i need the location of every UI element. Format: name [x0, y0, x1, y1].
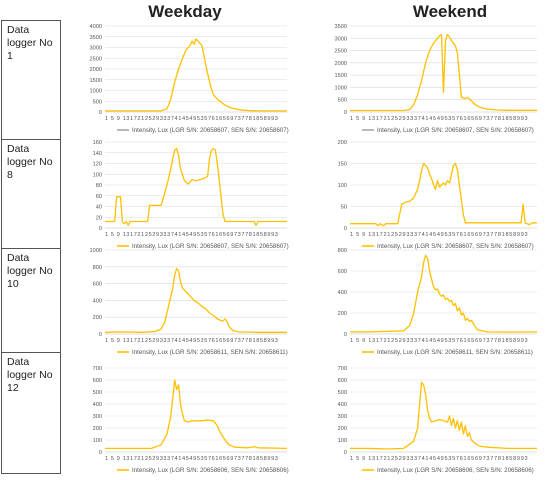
y-tick-label: 200	[338, 140, 347, 146]
y-tick-label: 2500	[335, 49, 347, 55]
y-tick-label: 1000	[90, 248, 102, 254]
y-tick-label: 3500	[90, 35, 102, 41]
y-tick-label: 4000	[90, 24, 102, 30]
chart-weekend-logger-10: 0 200 400 600 800 1 5 9 131721252933374145495…	[338, 248, 538, 356]
column-title-weekend: Weekend	[412, 2, 488, 21]
y-tick-label: 0	[99, 450, 102, 456]
legend-label: Intensity, Lux (LGR S/N: 20658607, SEN S…	[132, 127, 289, 134]
y-tick-label: 500	[93, 99, 102, 105]
chart-weekday-logger-10: 0 200 400 600 800 1000 1 5 9 13172125293337414…	[90, 248, 288, 356]
x-tick-labels: 1 5 9 1317212529333741454953576165697377…	[105, 116, 278, 122]
series-line	[350, 381, 537, 450]
chart-weekend-logger-8: 0 50 100 150 200 1 5 9 1317212529333741454953…	[338, 140, 537, 250]
y-tick-label: 2000	[335, 61, 347, 67]
y-tick-label: 1500	[335, 73, 347, 79]
y-tick-label: 300	[338, 414, 347, 420]
chart-weekend-logger-12: 0 100 200 300 400 500 600 700 1 5 9 131721252933…	[338, 366, 537, 474]
legend-label: Intensity, Lux (LGR S/N: 20658606, SEN S…	[377, 467, 534, 474]
x-tick-labels: 1 5 9 1317212529333741454953576165697377…	[105, 338, 278, 344]
series-line	[105, 147, 287, 226]
y-tick-label: 400	[338, 290, 347, 296]
x-tick-labels: 1 5 9 1317212529333741454953576165697377…	[350, 338, 528, 344]
y-tick-label: 3000	[90, 46, 102, 52]
y-tick-label: 0	[344, 450, 347, 456]
y-tick-label: 80	[96, 183, 102, 189]
y-tick-label: 400	[338, 402, 347, 408]
row-label-logger-8: Data logger No 8	[1, 139, 61, 249]
legend-label: Intensity, Lux (LGR S/N: 20658607, SEN S…	[132, 243, 289, 250]
y-tick-label: 1000	[90, 89, 102, 95]
y-tick-label: 400	[93, 402, 102, 408]
y-tick-label: 700	[93, 366, 102, 372]
y-tick-label: 800	[93, 265, 102, 271]
y-tick-label: 3500	[335, 24, 347, 30]
y-tick-label: 1000	[335, 85, 347, 91]
y-tick-label: 200	[338, 426, 347, 432]
y-tick-label: 200	[93, 315, 102, 321]
y-tick-label: 400	[93, 298, 102, 304]
y-tick-label: 140	[93, 151, 102, 157]
x-tick-labels: 1 5 9 1317212529333741454953576165697377…	[105, 232, 278, 238]
x-tick-labels: 1 5 9 1317212529333741454953576165697377…	[350, 456, 528, 462]
series-line	[350, 33, 537, 112]
y-tick-label: 300	[93, 414, 102, 420]
legend-label: Intensity, Lux (LGR S/N: 20658611, SEN S…	[132, 349, 288, 356]
y-tick-label: 700	[338, 366, 347, 372]
y-tick-label: 100	[338, 438, 347, 444]
x-tick-labels: 1 5 9 1317212529333741454953576165697377…	[350, 232, 528, 238]
legend-label: Intensity, Lux (LGR S/N: 20658607, SEN S…	[377, 127, 534, 134]
y-tick-label: 100	[93, 438, 102, 444]
y-tick-label: 3000	[335, 36, 347, 42]
series-line	[105, 379, 288, 450]
y-tick-label: 500	[338, 98, 347, 104]
y-tick-label: 0	[344, 332, 347, 338]
legend-label: Intensity, Lux (LGR S/N: 20658606, SEN S…	[132, 467, 289, 474]
row-label-logger-10: Data logger No 10	[1, 248, 61, 353]
y-tick-label: 600	[93, 282, 102, 288]
chart-weekday-logger-8: 0 20 40 60 80 100 120 140 160 1 5 9 1317212529333…	[93, 140, 289, 250]
y-tick-label: 0	[344, 226, 347, 232]
y-tick-label: 2000	[90, 67, 102, 73]
x-tick-labels: 1 5 9 1317212529333741454953576165697377…	[105, 456, 278, 462]
y-tick-label: 0	[99, 226, 102, 232]
y-tick-label: 200	[93, 426, 102, 432]
y-tick-label: 50	[341, 205, 347, 211]
legend-label: Intensity, Lux (LGR S/N: 20658607, SEN S…	[377, 243, 534, 250]
y-tick-label: 800	[338, 248, 347, 254]
y-tick-label: 0	[99, 110, 102, 116]
y-tick-label: 600	[338, 269, 347, 275]
row-label-logger-12: Data logger No 12	[1, 352, 61, 474]
y-tick-label: 500	[93, 390, 102, 396]
y-tick-label: 200	[338, 311, 347, 317]
y-tick-label: 600	[93, 378, 102, 384]
chart-weekend-logger-1: 0 500 1000 1500 2000 2500 3000 3500 1 5 9 131721…	[335, 24, 537, 134]
y-tick-label: 150	[338, 162, 347, 168]
series-line	[350, 254, 538, 333]
y-tick-label: 500	[338, 390, 347, 396]
y-tick-label: 20	[96, 215, 102, 221]
legend-label: Intensity, Lux (LGR S/N: 20658611, SEN S…	[377, 349, 533, 356]
series-line	[350, 162, 537, 227]
x-tick-labels: 1 5 9 1317212529333741454953576165697377…	[350, 116, 528, 122]
y-tick-label: 0	[99, 332, 102, 338]
y-tick-label: 40	[96, 205, 102, 211]
chart-weekday-logger-12: 0 100 200 300 400 500 600 700 1 5 9 131721252933…	[93, 366, 289, 474]
series-line	[105, 38, 287, 112]
y-tick-label: 100	[93, 172, 102, 178]
series-line	[104, 267, 287, 333]
y-tick-label: 1500	[90, 78, 102, 84]
y-tick-label: 160	[93, 140, 102, 146]
chart-weekday-logger-1: 0 500 1000 1500 2000 2500 3000 3500 4000 1 5 9 13…	[90, 24, 289, 134]
y-tick-label: 600	[338, 378, 347, 384]
y-tick-label: 100	[338, 183, 347, 189]
y-tick-label: 2500	[90, 56, 102, 62]
column-title-weekday: Weekday	[148, 2, 222, 21]
y-tick-label: 120	[93, 162, 102, 168]
y-tick-label: 0	[344, 110, 347, 116]
row-label-logger-1: Data logger No 1	[1, 20, 61, 140]
y-tick-label: 60	[96, 194, 102, 200]
